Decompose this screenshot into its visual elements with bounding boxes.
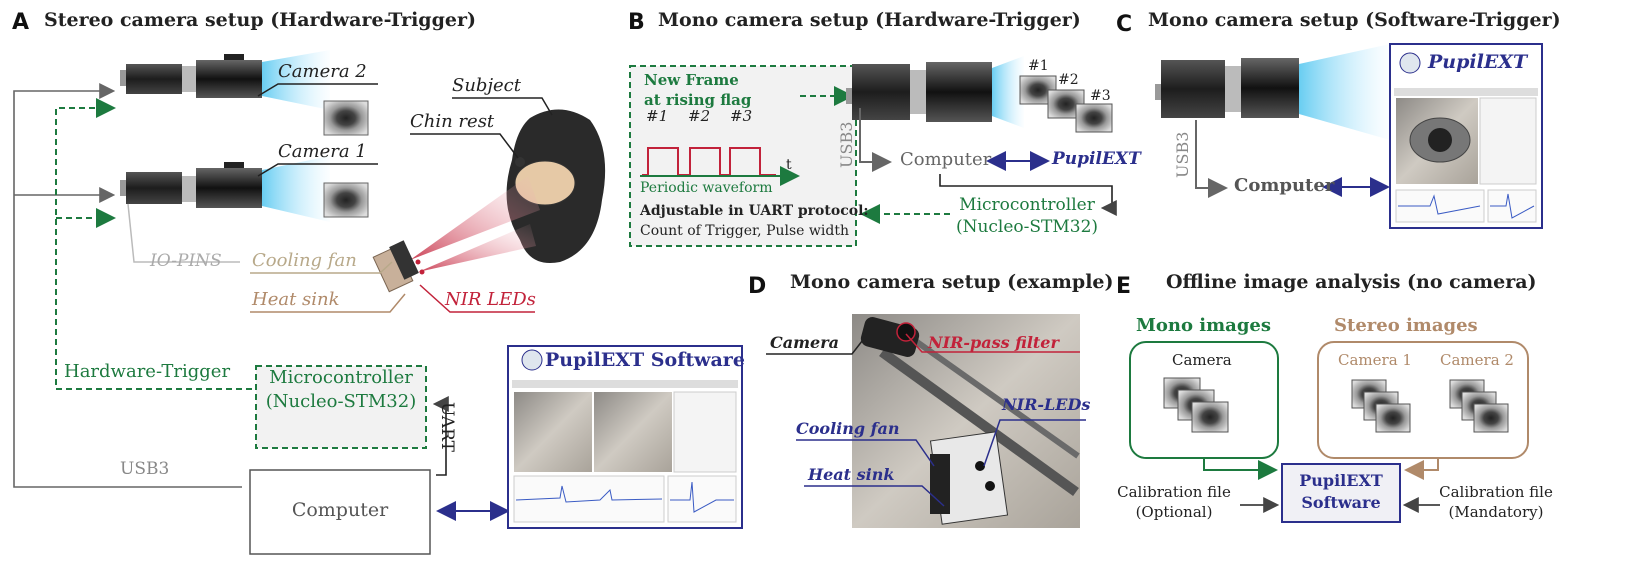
chin-rest-label: Chin rest [410,111,495,132]
panel-e-title: Offline image analysis (no camera) [1166,271,1537,293]
usb3-label-b: USB3 [837,121,856,168]
heat-sink-label: Heat sink [252,289,340,310]
panel-label-e: E [1116,274,1132,299]
io-pins-label: IO-PINS [150,251,222,271]
computer-box [249,469,431,555]
nir-led-board-icon [372,240,425,293]
nir-leds-label: NIR LEDs [445,289,536,310]
pupilext-window-c [1389,43,1543,229]
usb3-label-c: USB3 [1173,131,1192,178]
time-axis-label: t [786,157,792,173]
pupilext-software-label: PupilEXT Software [1299,471,1383,512]
frame-thumbnail [1075,103,1113,133]
computer-label-c: Computer [1234,175,1335,196]
uart-label: UART [437,402,457,452]
new-frame-label: New Frame at rising flag [644,71,752,109]
nir-leds-label-d: NIR-LEDs [1002,395,1091,414]
camera-2-label-e: Camera 2 [1440,351,1514,369]
eye-thumbnail [323,182,369,218]
mono-camera-c-icon [1155,44,1390,140]
cooling-fan-label: Cooling fan [252,250,357,271]
trigger-params-label: Count of Trigger, Pulse width [640,223,849,239]
periodic-waveform [642,147,776,176]
camera-2-label: Camera 2 [278,61,367,82]
panel-label-a: A [12,10,30,35]
pupilext-software-window [507,345,743,529]
pulse-label-3: #3 [730,107,753,125]
panel-label-b: B [628,10,645,35]
microcontroller-box [255,365,427,449]
camera-2-icon [120,50,330,110]
usb3-label: USB3 [120,459,170,479]
pulse-label-1: #1 [646,107,669,125]
eye-thumbnail [323,100,369,136]
pupilext-software-box [1281,463,1401,523]
panel-label-d: D [748,274,767,299]
hardware-trigger-label: Hardware-Trigger [64,361,231,382]
nir-filter-label: NIR-pass filter [928,333,1059,352]
mono-camera-b-icon [846,56,1024,128]
subject-label: Subject [452,75,521,96]
microcontroller-label: Microcontroller (Nucleo-STM32) [265,367,417,412]
panel-d-title: Mono camera setup (example) [790,271,1114,293]
cooling-fan-label-d: Cooling fan [796,419,900,438]
microcontroller-label-b: Microcontroller (Nucleo-STM32) [955,195,1099,237]
frame-label-1: #1 [1028,58,1049,74]
panel-c-title: Mono camera setup (Software-Trigger) [1148,9,1561,31]
pupilext-label-b: PupilEXT [1052,149,1141,169]
panel-b-title: Mono camera setup (Hardware-Trigger) [658,9,1081,31]
computer-label-b: Computer [900,149,992,170]
mono-images-label: Mono images [1136,315,1272,336]
camera-1-label-e: Camera 1 [1338,351,1412,369]
frame-label-2: #2 [1058,72,1079,88]
trigger-info-box [629,65,857,247]
computer-label: Computer [291,499,389,521]
camera-1-label: Camera 1 [278,141,367,162]
stereo-images-label: Stereo images [1334,315,1478,336]
camera-label-d: Camera [770,333,840,352]
camera-label-e: Camera [1172,351,1232,369]
panel-a-title: Stereo camera setup (Hardware-Trigger) [44,9,476,31]
panel-label-c: C [1116,12,1133,37]
periodic-waveform-label: Periodic waveform [640,180,773,196]
adjustable-label: Adjustable in UART protocol: [640,203,869,219]
pupilext-label-c: PupilEXT [1428,51,1528,73]
calibration-optional-label: Calibration file (Optional) [1117,483,1231,521]
frame-label-3: #3 [1090,88,1111,104]
heat-sink-label-d: Heat sink [808,465,895,484]
calibration-mandatory-label: Calibration file (Mandatory) [1439,483,1553,521]
setup-photo [852,314,1080,528]
pulse-label-2: #2 [688,107,711,125]
software-title: PupilEXT Software [545,349,745,371]
camera-1-icon [120,156,330,222]
